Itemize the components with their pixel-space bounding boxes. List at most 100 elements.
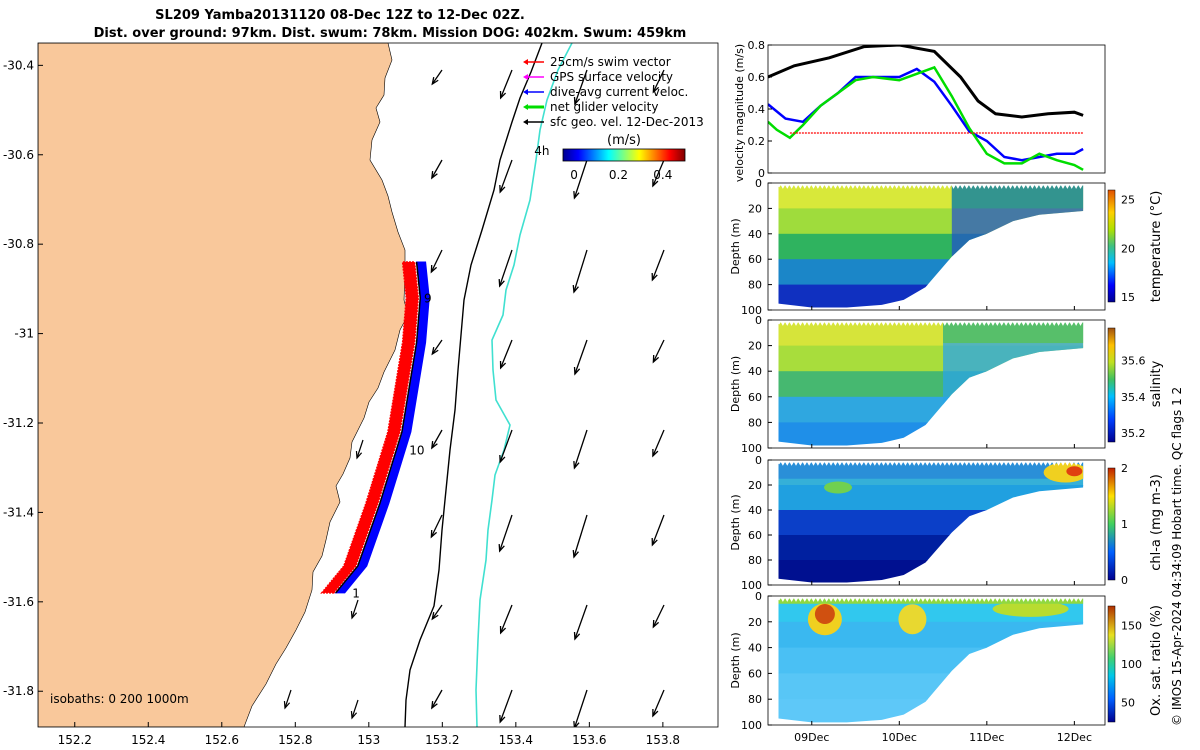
colorbar-tick-label: 0.2	[609, 168, 628, 182]
colorbar-gradient	[562, 148, 686, 162]
profile-ytick-label: 80	[748, 554, 762, 567]
colorbar-label: chl-a (mg m-3)	[1149, 474, 1164, 571]
geo-arrow	[498, 249, 513, 288]
geo-arrow	[652, 69, 665, 94]
legend-label: dive-avg current veloc.	[550, 85, 688, 99]
credit-text: © IMOS 15-Apr-2024 04:34:09 Hobart time.…	[1170, 386, 1184, 726]
legend-entry: sfc geo. vel. 12-Dec-2013	[523, 115, 704, 129]
geo-arrow	[652, 339, 665, 364]
oxygen-high	[898, 604, 927, 635]
profile-ytick-label: 60	[748, 529, 762, 542]
geo-arrow	[499, 339, 513, 370]
profile-ytick-label: 20	[748, 202, 762, 215]
profile-band	[778, 647, 1084, 675]
geo-arrow	[499, 604, 513, 635]
surface-layer	[943, 322, 1084, 344]
figure-title: SL209 Yamba20131120 08-Dec 12Z to 12-Dec…	[155, 8, 525, 23]
profile-panel: 0 20 40 60 80 100 Depth (m) 15 20 25 temperature (…	[729, 177, 1164, 317]
profile-ytick-label: 40	[748, 228, 762, 241]
colorbar-tick-label: 100	[1121, 658, 1142, 671]
profile-colorbar	[1107, 467, 1116, 581]
map-ytick-label: -31.8	[3, 684, 34, 698]
profile-ylabel: Depth (m)	[729, 218, 742, 274]
map-xtick-label: 152.6	[205, 733, 239, 747]
profile-ytick-label: 40	[748, 642, 762, 655]
map-xtick-label: 152.2	[58, 733, 92, 747]
oxygen-peak	[814, 604, 835, 625]
map-xtick-label: 152.8	[278, 733, 312, 747]
track-annotation: 1	[352, 586, 360, 600]
colorbar-tick-label: 35.4	[1121, 391, 1146, 404]
sfc-geo-velocity-arrows	[283, 69, 665, 727]
profile-ytick-label: 20	[748, 616, 762, 629]
profile-band	[778, 259, 1084, 286]
profile-ytick-label: 0	[755, 314, 762, 327]
profile-ytick-label: 100	[741, 304, 762, 317]
colorbar-tick-label: 35.2	[1121, 427, 1146, 440]
isobath-200m	[404, 43, 543, 727]
profile-ytick-label: 100	[741, 719, 762, 732]
colorbar-tick-label: 50	[1121, 697, 1135, 710]
legend-label: GPS surface velocity	[550, 70, 673, 84]
land-area	[38, 43, 409, 727]
map-xtick-label: 153.2	[425, 733, 459, 747]
velocity-series	[768, 65, 1084, 171]
profile-ytick-label: 20	[748, 340, 762, 353]
map-xtick-label: 152.4	[131, 733, 165, 747]
legend-entry: 25cm/s swim vector	[523, 55, 671, 69]
time-xtick-label: 09Dec	[794, 731, 829, 744]
profile-ytick-label: 0	[755, 590, 762, 603]
colorbar-tick-label: 2	[1121, 462, 1128, 475]
profile-surface-edge	[777, 593, 1084, 602]
velocity-ytick-label: 0	[758, 167, 765, 180]
colorbar-tick-label: 20	[1121, 242, 1135, 255]
profile-frame	[767, 595, 1106, 726]
profile-ylabel: Depth (m)	[729, 632, 742, 688]
swim-vector-swath	[320, 261, 420, 594]
profile-ytick-label: 100	[741, 579, 762, 592]
geo-arrow	[431, 429, 443, 450]
legend-label: sfc geo. vel. 12-Dec-2013	[550, 115, 704, 129]
profile-ytick-label: 20	[748, 479, 762, 492]
legend-entry: dive-avg current veloc.	[523, 85, 688, 99]
surface-layer	[951, 185, 1084, 209]
geo-arrow	[652, 604, 665, 629]
profile-band	[778, 699, 1084, 723]
geo-arrow	[431, 604, 443, 621]
time-xtick-label: 12Dec	[1057, 731, 1092, 744]
geo-arrow	[652, 159, 665, 188]
geo-arrow	[572, 514, 588, 559]
geo-arrow	[431, 339, 443, 356]
colorbar-tick-label: 25	[1121, 194, 1135, 207]
geo-arrow	[651, 514, 665, 547]
profile-band	[778, 233, 1084, 261]
map-ytick-label: -30.8	[3, 237, 34, 251]
geo-arrow	[283, 689, 292, 710]
profile-surface-edge	[777, 458, 1084, 466]
profile-band	[778, 422, 1084, 446]
geo-arrow	[355, 439, 364, 460]
isobath-label: isobaths: 0 200 1000m	[50, 692, 189, 706]
profile-surface-edge	[777, 180, 1084, 189]
geo-arrow	[652, 429, 665, 458]
map-ytick-label: -31.6	[3, 595, 34, 609]
geo-arrow	[430, 514, 443, 539]
chl-patch	[824, 481, 853, 494]
profile-ytick-label: 60	[748, 391, 762, 404]
profile-ytick-label: 80	[748, 279, 762, 292]
track-annotation: 10	[409, 443, 424, 457]
map-xtick-label: 153	[357, 733, 380, 747]
geo-arrow	[431, 69, 443, 86]
geo-arrow	[573, 339, 588, 376]
profile-frame	[767, 319, 1106, 449]
profile-ytick-label: 80	[748, 693, 762, 706]
profile-colorbar	[1107, 189, 1116, 303]
isobath-1000m	[475, 43, 573, 727]
colorbar-tick-label: 0.4	[653, 168, 672, 182]
colorbar-label: Ox. sat. ratio (%)	[1149, 605, 1164, 716]
geo-arrow	[652, 689, 665, 718]
colorbar-tick-label: 0	[1121, 574, 1128, 587]
geo-arrow	[651, 249, 665, 282]
